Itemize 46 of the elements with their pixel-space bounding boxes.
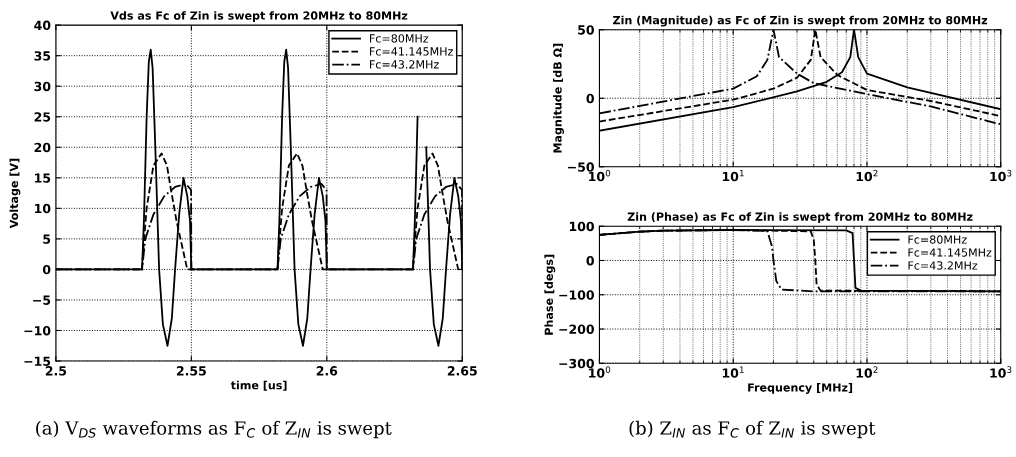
y-tick-label: 40 [34, 20, 51, 31]
y-axis-title: Phase [degs] [544, 254, 556, 335]
y-tick-label: 100 [569, 221, 594, 232]
x-tick-label: 10$^{3}$ [990, 169, 1012, 182]
y-tick-label: 15 [35, 173, 51, 183]
chart-title: Zin (Magnitude) as Fc of Zin is swept from 20MHz to 80MHz [613, 15, 988, 27]
legend-label: Fc=80MHz [370, 34, 429, 43]
y-tick-label: −50 [568, 162, 594, 172]
x-tick-label: 2.5 [45, 366, 67, 376]
legend-label: Fc=41.145MHz [370, 47, 453, 56]
legend-label: Fc=41.145MHz [908, 248, 992, 257]
legend-label: Fc=43.2MHz [908, 261, 978, 270]
y-tick-label: −100 [559, 290, 594, 300]
y-tick-label: 0 [586, 93, 594, 104]
x-tick-label: 10$^{3}$ [990, 366, 1012, 378]
y-tick-label: 20 [34, 142, 51, 153]
y-tick-label: 25 [34, 112, 51, 122]
chart-title: Vds as Fc of Zin is swept from 20MHz to 80MHz [110, 11, 408, 22]
x-tick-label: 10$^{2}$ [856, 366, 878, 378]
y-tick-label: −300 [559, 358, 594, 369]
y-tick-label: 5 [43, 234, 51, 244]
y-tick-label: 30 [34, 81, 51, 92]
x-axis-title: Frequency [MHz] [748, 383, 853, 394]
y-tick-label: −10 [24, 325, 51, 336]
x-tick-label: 2.55 [176, 366, 206, 376]
x-axis-title: time [us] [230, 380, 287, 391]
y-tick-label: 35 [34, 51, 51, 61]
y-tick-label: 10 [35, 203, 51, 214]
y-tick-label: −200 [559, 324, 594, 334]
y-tick-label: 0 [586, 255, 594, 266]
text: (b) Z$_{IN}$ as F$_{C}$ of Z$_{IN}$ is swept [629, 420, 876, 439]
y-tick-label: 0 [42, 264, 51, 275]
x-tick-label: 10$^{2}$ [856, 169, 878, 182]
y-tick-label: 50 [578, 25, 594, 35]
y-axis-title: Magnitude [dB Ω] [553, 43, 564, 153]
x-tick-label: 10$^{1}$ [722, 366, 744, 378]
y-tick-label: −5 [33, 295, 51, 305]
text: (a) V$_{DS}$ waveforms as F$_{C}$ of Z$_{IN}$ is swept [36, 420, 392, 439]
y-axis-title: Voltage [V] [9, 158, 21, 229]
x-tick-label: 10$^{1}$ [722, 169, 744, 182]
x-tick-label: 2.6 [316, 366, 338, 376]
y-tick-label: −15 [24, 356, 51, 366]
x-tick-label: 2.65 [447, 366, 477, 376]
legend-label: Fc=80MHz [908, 235, 967, 244]
chart-title: Zin (Phase) as Fc of Zin is swept from 20MHz to 80MHz [627, 212, 973, 223]
legend-label: Fc=43.2MHz [370, 60, 439, 69]
